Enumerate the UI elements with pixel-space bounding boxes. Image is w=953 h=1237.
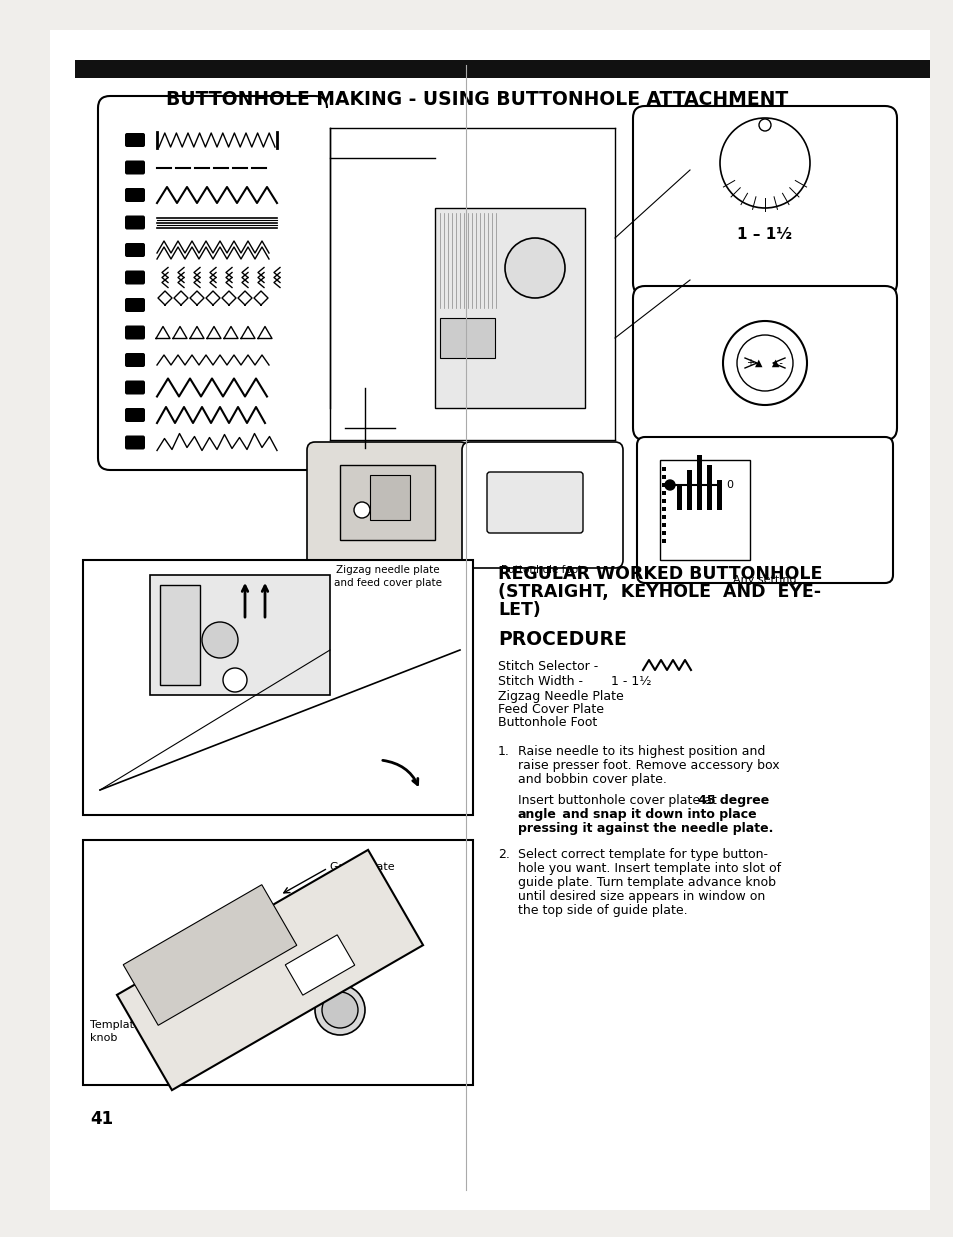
Text: Any setting: Any setting (733, 575, 796, 585)
Bar (661, 475, 665, 479)
Text: until desired size appears in window on: until desired size appears in window on (517, 889, 764, 903)
Bar (661, 482, 665, 487)
Text: BUTTONHOLE MAKING - USING BUTTONHOLE ATTACHMENT: BUTTONHOLE MAKING - USING BUTTONHOLE ATT… (166, 90, 787, 109)
Circle shape (737, 335, 792, 391)
FancyBboxPatch shape (125, 271, 145, 285)
FancyBboxPatch shape (125, 381, 145, 395)
Text: Zigzag needle plate: Zigzag needle plate (335, 565, 439, 575)
Bar (661, 468, 665, 471)
FancyBboxPatch shape (125, 215, 145, 230)
Text: 41: 41 (90, 1110, 113, 1128)
Circle shape (722, 320, 806, 404)
FancyBboxPatch shape (633, 106, 896, 294)
Text: 2.: 2. (497, 849, 509, 861)
Circle shape (720, 118, 809, 208)
Bar (439, 318, 495, 357)
Text: Feed Cover Plate: Feed Cover Plate (497, 703, 603, 716)
Circle shape (354, 502, 370, 518)
Text: pressing it against the needle plate.: pressing it against the needle plate. (517, 823, 773, 835)
Text: Raise needle to its highest position and: Raise needle to its highest position and (517, 745, 764, 758)
Circle shape (223, 668, 247, 691)
Bar (661, 523, 665, 527)
Circle shape (322, 992, 357, 1028)
Text: raise presser foot. Remove accessory box: raise presser foot. Remove accessory box (517, 760, 779, 772)
Bar (510, 475, 564, 500)
Bar (435, 208, 584, 408)
Text: LET): LET) (497, 601, 540, 618)
Bar (661, 531, 665, 534)
Bar (542, 490, 558, 520)
Bar (661, 499, 665, 503)
Text: Buttonhole foot: Buttonhole foot (501, 565, 582, 575)
Circle shape (202, 622, 237, 658)
Bar (339, 465, 435, 541)
Bar (677, 485, 681, 510)
Text: hole you want. Insert template into slot of: hole you want. Insert template into slot… (517, 862, 781, 875)
Circle shape (504, 238, 564, 298)
Bar (160, 585, 200, 685)
FancyBboxPatch shape (125, 298, 145, 312)
FancyBboxPatch shape (125, 188, 145, 202)
Polygon shape (285, 935, 355, 995)
Bar (661, 515, 665, 520)
Text: Template advance: Template advance (90, 1021, 192, 1030)
Text: and snap it down into place: and snap it down into place (558, 808, 756, 821)
Text: angle: angle (517, 808, 557, 821)
Bar (659, 460, 749, 560)
Circle shape (664, 480, 675, 490)
Text: and bobbin cover plate.: and bobbin cover plate. (517, 773, 666, 785)
Bar (83, 560, 473, 815)
Bar (75, 61, 929, 78)
Text: Zigzag Needle Plate: Zigzag Needle Plate (497, 690, 623, 703)
FancyBboxPatch shape (125, 242, 145, 257)
Text: Stitch Selector -: Stitch Selector - (497, 661, 598, 673)
Bar (661, 539, 665, 543)
Text: 1.: 1. (497, 745, 509, 758)
FancyBboxPatch shape (125, 353, 145, 367)
Bar (370, 475, 410, 520)
FancyBboxPatch shape (125, 325, 145, 339)
Bar (661, 491, 665, 495)
Text: Guide plate: Guide plate (330, 862, 395, 872)
Text: 0: 0 (725, 480, 732, 490)
Bar (519, 490, 535, 520)
Text: Select correct template for type button-: Select correct template for type button- (517, 849, 767, 861)
Circle shape (759, 119, 770, 131)
Text: (STRAIGHT,  KEYHOLE  AND  EYE-: (STRAIGHT, KEYHOLE AND EYE- (497, 583, 821, 601)
Polygon shape (117, 850, 422, 1090)
FancyBboxPatch shape (307, 442, 468, 568)
FancyBboxPatch shape (125, 134, 145, 147)
FancyBboxPatch shape (125, 408, 145, 422)
FancyBboxPatch shape (633, 286, 896, 440)
Bar (314, 108, 629, 450)
FancyBboxPatch shape (637, 437, 892, 583)
Bar (686, 470, 691, 510)
Text: Insert buttonhole cover plate at: Insert buttonhole cover plate at (517, 794, 720, 807)
Bar (706, 465, 711, 510)
Bar (717, 480, 721, 510)
Text: PROCEDURE: PROCEDURE (497, 630, 626, 649)
Bar (150, 575, 330, 695)
Text: knob: knob (90, 1033, 117, 1043)
Text: +▲   ▲-: +▲ ▲- (746, 357, 782, 367)
Text: the top side of guide plate.: the top side of guide plate. (517, 904, 687, 917)
Bar (697, 455, 701, 510)
Text: and feed cover plate: and feed cover plate (334, 578, 441, 588)
Polygon shape (123, 884, 296, 1025)
Text: 45 degree: 45 degree (698, 794, 768, 807)
Text: REGULAR WORKED BUTTONHOLE: REGULAR WORKED BUTTONHOLE (497, 565, 821, 583)
FancyBboxPatch shape (461, 442, 622, 568)
FancyBboxPatch shape (486, 473, 582, 533)
Circle shape (314, 985, 365, 1035)
Text: Stitch Width -       1 - 1½: Stitch Width - 1 - 1½ (497, 675, 651, 688)
Bar (83, 840, 473, 1085)
Text: 1 – 1½: 1 – 1½ (737, 228, 792, 242)
FancyBboxPatch shape (125, 435, 145, 449)
FancyBboxPatch shape (98, 96, 327, 470)
Text: Buttonhole Foot: Buttonhole Foot (497, 716, 597, 729)
FancyBboxPatch shape (125, 161, 145, 174)
Bar (661, 507, 665, 511)
Text: guide plate. Turn template advance knob: guide plate. Turn template advance knob (517, 876, 775, 889)
